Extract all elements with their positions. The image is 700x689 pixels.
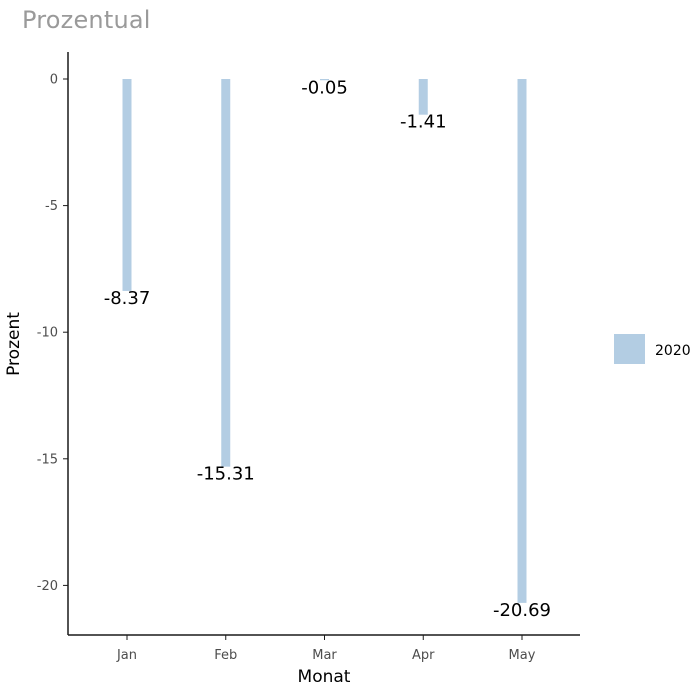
bar <box>221 79 231 467</box>
x-tick-label: Jan <box>116 648 137 663</box>
x-tick-label: Apr <box>412 648 435 663</box>
bars <box>122 79 527 603</box>
legend-label: 2020 <box>655 343 691 359</box>
y-axis-title: Prozent <box>4 312 24 376</box>
y-axis-ticks: 0 -5 -10 -15 -20 <box>37 73 68 594</box>
x-tick-label: May <box>509 648 536 663</box>
y-tick-label: -15 <box>37 452 58 467</box>
bar <box>517 79 527 603</box>
legend-swatch <box>614 334 645 364</box>
data-label: -20.69 <box>493 600 551 621</box>
data-label: -8.37 <box>104 288 151 309</box>
x-tick-label: Mar <box>312 648 337 663</box>
bar <box>122 79 132 291</box>
x-axis-title: Monat <box>298 667 351 687</box>
data-label: -15.31 <box>197 464 255 485</box>
y-tick-label: -10 <box>37 326 58 341</box>
y-tick-label: 0 <box>50 73 58 88</box>
data-label: -0.05 <box>301 77 348 98</box>
y-tick-label: -20 <box>37 579 58 594</box>
bar <box>320 79 329 81</box>
page-title: Prozentual <box>22 6 151 34</box>
x-tick-label: Feb <box>214 648 237 663</box>
data-label: -1.41 <box>400 112 447 133</box>
bar <box>418 79 428 115</box>
data-labels: -8.37 -15.31 -0.05 -1.41 -20.69 <box>104 77 551 621</box>
y-tick-label: -5 <box>45 199 58 214</box>
legend: 2020 <box>614 334 691 364</box>
x-axis-ticks: Jan Feb Mar Apr May <box>116 635 536 663</box>
